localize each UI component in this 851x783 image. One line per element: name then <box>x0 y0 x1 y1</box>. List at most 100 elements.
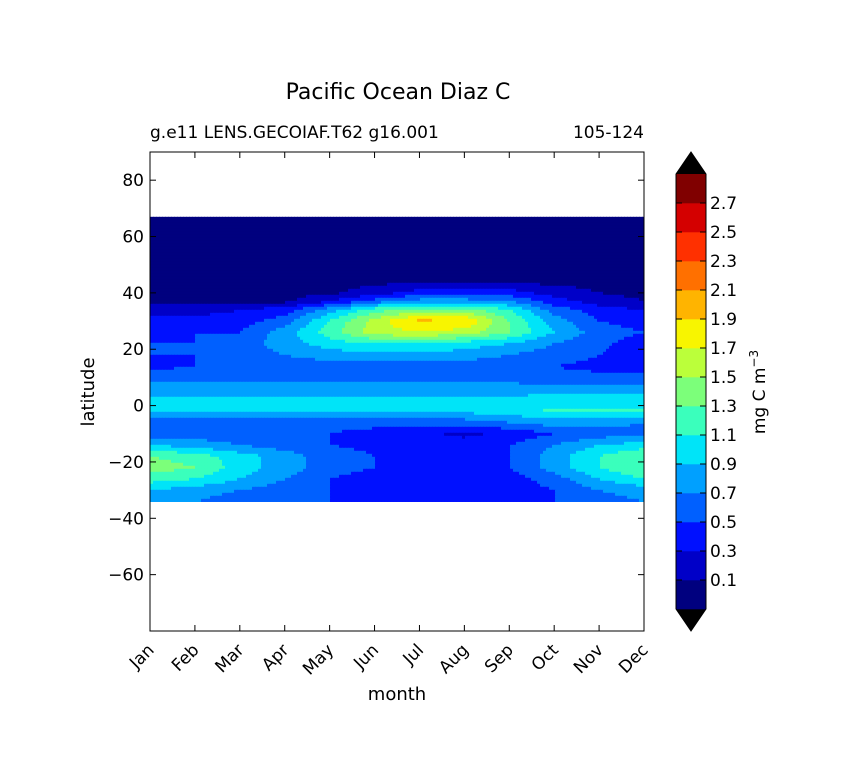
heatmap-cell-1440 <box>510 240 514 245</box>
heatmap-cell-443 <box>489 222 493 227</box>
heatmap-cell-2964 <box>627 267 631 272</box>
heatmap-cell-4811 <box>228 303 232 308</box>
heatmap-cell-4483 <box>234 297 238 302</box>
heatmap-cell-4347 <box>321 294 325 299</box>
heatmap-cell-2333 <box>219 258 223 263</box>
heatmap-cell-2291 <box>588 255 592 260</box>
heatmap-cell-4633 <box>189 300 193 305</box>
heatmap-cell-3642 <box>186 282 190 287</box>
heatmap-cell-2041 <box>333 252 337 257</box>
heatmap-cell-4273 <box>594 291 598 296</box>
heatmap-cell-3095 <box>525 270 529 275</box>
heatmap-cell-2262 <box>501 255 505 260</box>
heatmap-cell-69 <box>357 216 361 221</box>
heatmap-cell-1280 <box>525 237 529 242</box>
heatmap-cell-544 <box>297 225 301 230</box>
heatmap-cell-741 <box>393 228 397 233</box>
heatmap-cell-632 <box>561 225 565 230</box>
heatmap-cell-2781 <box>573 264 577 269</box>
heatmap-cell-465 <box>555 222 559 227</box>
heatmap-cell-3277 <box>576 273 580 278</box>
heatmap-cell-7 <box>171 216 175 221</box>
heatmap-cell-3792 <box>636 282 640 287</box>
heatmap-cell-1170 <box>195 237 199 242</box>
heatmap-cell-1459 <box>567 240 571 245</box>
heatmap-cell-4180 <box>315 291 319 296</box>
heatmap-cell-2800 <box>630 264 634 269</box>
heatmap-cell-4023 <box>339 288 343 293</box>
heatmap-cell-262 <box>441 219 445 224</box>
heatmap-cell-3476 <box>183 279 187 284</box>
heatmap-cell-2359 <box>297 258 301 263</box>
heatmap-cell-3014 <box>282 270 286 275</box>
heatmap-cell-4773 <box>609 300 613 305</box>
heatmap-cell-3699 <box>357 282 361 287</box>
heatmap-cell-4653 <box>249 300 253 305</box>
heatmap-cell-3712 <box>396 282 400 287</box>
heatmap-cell-476 <box>588 222 592 227</box>
heatmap-cell-578 <box>399 225 403 230</box>
heatmap-cell-840 <box>195 231 199 236</box>
heatmap-cell-3102 <box>546 270 550 275</box>
heatmap-cell-1951 <box>558 249 562 254</box>
heatmap-cell-428 <box>444 222 448 227</box>
heatmap-cell-3657 <box>231 282 235 287</box>
heatmap-cell-2541 <box>348 261 352 266</box>
heatmap-cell-1009 <box>207 234 211 239</box>
heatmap-cell-3481 <box>198 279 202 284</box>
heatmap-cell-2775 <box>555 264 559 269</box>
heatmap-cell-2214 <box>357 255 361 260</box>
heatmap-cell-3391 <box>423 276 427 281</box>
heatmap-cell-4771 <box>603 300 607 305</box>
heatmap-cell-4349 <box>327 294 331 299</box>
heatmap-cell-178 <box>189 219 193 224</box>
heatmap-cell-779 <box>507 228 511 233</box>
heatmap-cell-71 <box>363 216 367 221</box>
heatmap-cell-3349 <box>297 276 301 281</box>
heatmap-cell-784 <box>522 228 526 233</box>
heatmap-cell-966 <box>573 231 577 236</box>
heatmap-cell-2663 <box>219 264 223 269</box>
heatmap-cell-2315 <box>165 258 169 263</box>
heatmap-cell-393 <box>339 222 343 227</box>
heatmap-cell-880 <box>315 231 319 236</box>
heatmap-cell-4670 <box>300 300 304 305</box>
heatmap-cell-2889 <box>402 267 406 272</box>
heatmap-cell-2821 <box>198 267 202 272</box>
heatmap-cell-2055 <box>375 252 379 257</box>
heatmap-cell-2944 <box>567 267 571 272</box>
heatmap-cell-521 <box>228 225 232 230</box>
heatmap-cell-3238 <box>459 273 463 278</box>
heatmap-cell-2433 <box>519 258 523 263</box>
heatmap-cell-2603 <box>534 261 538 266</box>
heatmap-cell-4336 <box>288 294 292 299</box>
heatmap-cell-4800 <box>195 303 199 308</box>
heatmap-cell-3966 <box>168 288 172 293</box>
heatmap-cell-4635 <box>195 300 199 305</box>
heatmap-cell-4897 <box>486 303 490 308</box>
heatmap-cell-3165 <box>240 273 244 278</box>
heatmap-cell-2802 <box>636 264 640 269</box>
heatmap-cell-858 <box>249 231 253 236</box>
heatmap-cell-1868 <box>309 249 313 254</box>
heatmap-cell-70 <box>360 216 364 221</box>
heatmap-cell-1973 <box>624 249 628 254</box>
heatmap-cell-2114 <box>552 252 556 257</box>
heatmap-cell-4243 <box>504 291 508 296</box>
heatmap-cell-4533 <box>384 297 388 302</box>
heatmap-cell-3443 <box>579 276 583 281</box>
heatmap-cell-264 <box>447 219 451 224</box>
heatmap-cell-1325 <box>165 240 169 245</box>
heatmap-cell-2544 <box>357 261 361 266</box>
heatmap-cell-1189 <box>252 237 256 242</box>
heatmap-cell-1070 <box>390 234 394 239</box>
heatmap-cell-2584 <box>477 261 481 266</box>
heatmap-cell-4717 <box>441 300 445 305</box>
heatmap-cell-797 <box>561 228 565 233</box>
heatmap-cell-4797 <box>186 303 190 308</box>
heatmap-cell-1637 <box>606 243 610 248</box>
heatmap-cell-2716 <box>378 264 382 269</box>
heatmap-cell-1738 <box>414 246 418 251</box>
heatmap-cell-2789 <box>597 264 601 269</box>
heatmap-cell-4882 <box>441 303 445 308</box>
